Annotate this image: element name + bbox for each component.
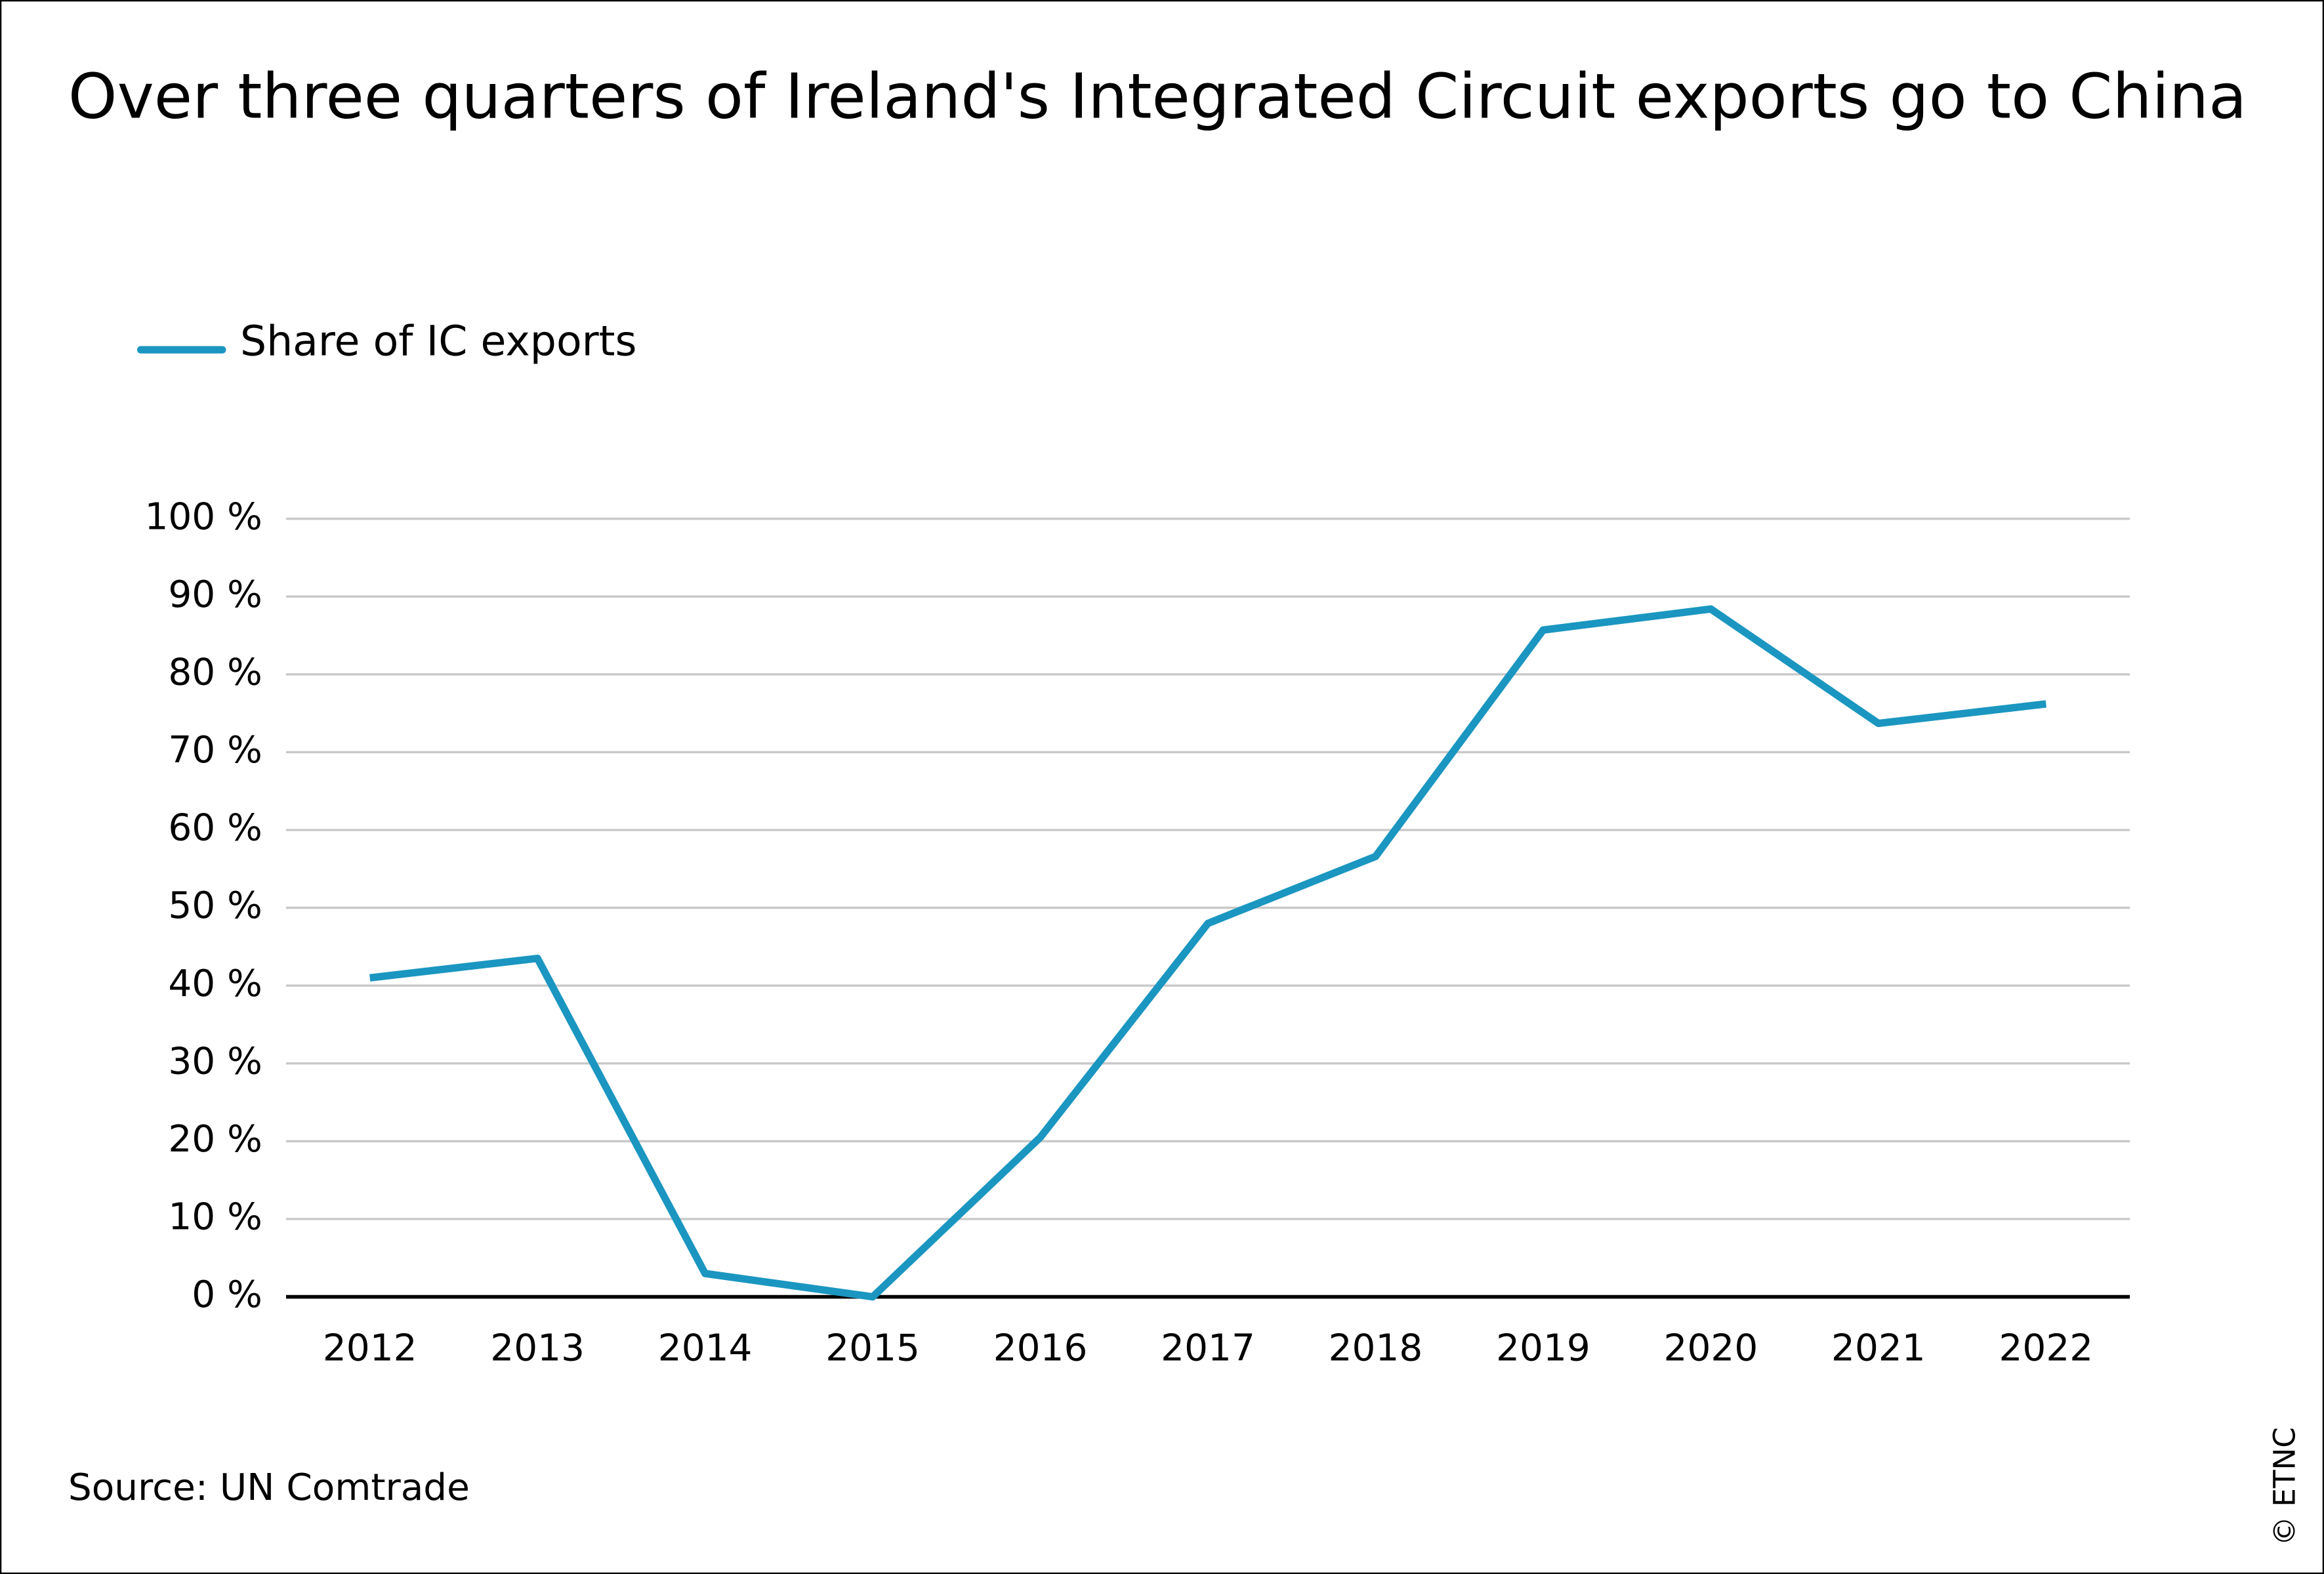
y-tick-label: 100 % xyxy=(144,495,262,538)
y-tick-label: 40 % xyxy=(168,963,262,1005)
x-tick-label: 2022 xyxy=(1999,1327,2093,1370)
x-tick-label: 2018 xyxy=(1329,1327,1423,1370)
x-tick-label: 2015 xyxy=(825,1327,920,1370)
x-tick-label: 2017 xyxy=(1161,1327,1255,1370)
x-tick-label: 2019 xyxy=(1496,1327,1590,1370)
y-tick-label: 0 % xyxy=(192,1274,262,1316)
y-tick-label: 70 % xyxy=(168,729,262,772)
y-tick-label: 10 % xyxy=(168,1196,262,1239)
x-tick-label: 2014 xyxy=(658,1327,753,1370)
y-tick-label: 60 % xyxy=(168,807,262,850)
y-tick-label: 50 % xyxy=(168,884,262,927)
y-tick-label: 80 % xyxy=(168,651,262,694)
x-tick-label: 2021 xyxy=(1831,1327,1926,1370)
x-tick-label: 2016 xyxy=(993,1327,1088,1370)
y-tick-label: 30 % xyxy=(168,1040,262,1083)
x-tick-label: 2012 xyxy=(323,1327,417,1370)
x-tick-label: 2020 xyxy=(1664,1327,1758,1370)
legend-label: Share of IC exports xyxy=(240,317,636,365)
credit: © ETNC xyxy=(2268,1427,2302,1546)
y-tick-label: 90 % xyxy=(168,573,262,616)
y-tick-label: 20 % xyxy=(168,1118,262,1161)
chart-title: Over three quarters of Ireland's Integra… xyxy=(68,60,2247,133)
source: Source: UN Comtrade xyxy=(68,1466,470,1509)
x-tick-label: 2013 xyxy=(490,1327,585,1370)
line-series xyxy=(369,605,2046,1301)
